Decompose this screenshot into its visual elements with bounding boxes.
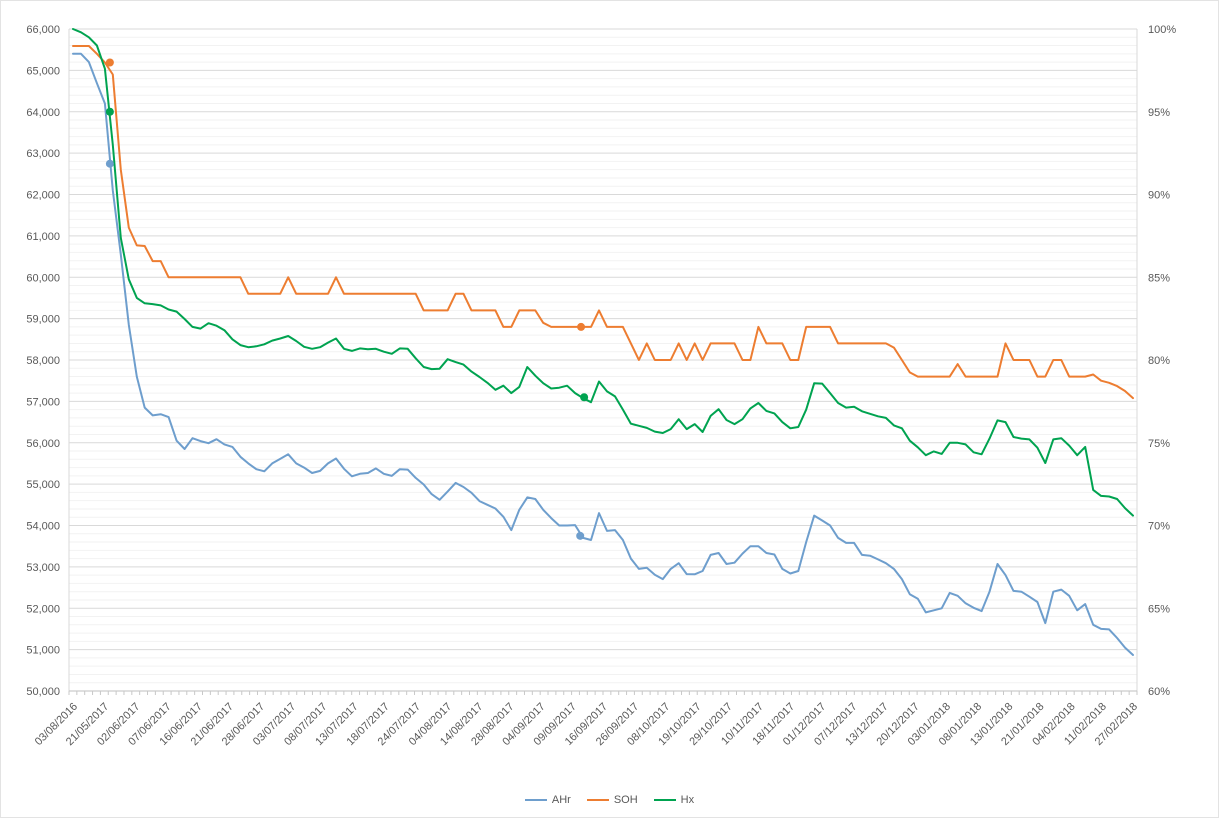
legend-label-soh: SOH — [613, 794, 638, 806]
series-line-soh[interactable] — [72, 45, 1134, 400]
svg-text:85%: 85% — [1148, 272, 1170, 284]
legend-item-hx[interactable]: Hx — [653, 794, 695, 806]
svg-text:58,000: 58,000 — [26, 355, 60, 367]
x-axis-labels: 03/08/201621/05/201702/06/201707/06/2017… — [33, 701, 1140, 748]
svg-text:51,000: 51,000 — [26, 645, 60, 657]
svg-text:60,000: 60,000 — [26, 272, 60, 284]
legend-item-soh[interactable]: SOH — [586, 794, 638, 806]
svg-text:59,000: 59,000 — [26, 314, 60, 326]
series-line-hx[interactable] — [72, 28, 1134, 517]
right-axis-labels: 100% 95% 90% 85% 80% 75% 70% 65% 60% — [1148, 24, 1176, 698]
marker-hx[interactable] — [580, 393, 589, 402]
svg-text:52,000: 52,000 — [26, 603, 60, 615]
marker-soh[interactable] — [105, 58, 114, 67]
svg-text:65%: 65% — [1148, 603, 1170, 615]
legend-label-ahr: AHr — [551, 794, 571, 806]
svg-text:50,000: 50,000 — [26, 686, 60, 698]
svg-text:64,000: 64,000 — [26, 107, 60, 119]
series-line-ahr[interactable] — [72, 52, 1134, 656]
left-axis-labels: 66,000 65,000 64,000 63,000 62,000 61,000 60,0… — [26, 24, 60, 698]
legend-label-hx: Hx — [680, 794, 695, 806]
svg-text:66,000: 66,000 — [26, 24, 60, 36]
svg-text:60%: 60% — [1148, 686, 1170, 698]
marker-soh[interactable] — [577, 322, 586, 331]
legend: AHr SOH Hx — [1, 794, 1218, 806]
svg-text:90%: 90% — [1148, 190, 1170, 202]
legend-item-ahr[interactable]: AHr — [524, 794, 571, 806]
svg-text:75%: 75% — [1148, 438, 1170, 450]
svg-text:57,000: 57,000 — [26, 396, 60, 408]
svg-text:70%: 70% — [1148, 521, 1170, 533]
svg-text:53,000: 53,000 — [26, 562, 60, 574]
marker-ahr[interactable] — [576, 531, 585, 540]
ahr-line-swatch — [524, 799, 547, 801]
svg-text:80%: 80% — [1148, 355, 1170, 367]
svg-text:65,000: 65,000 — [26, 65, 60, 77]
svg-text:56,000: 56,000 — [26, 438, 60, 450]
minor-gridlines — [69, 36, 1137, 684]
hx-line-swatch — [653, 799, 676, 801]
svg-text:54,000: 54,000 — [26, 521, 60, 533]
svg-text:100%: 100% — [1148, 24, 1176, 36]
svg-text:62,000: 62,000 — [26, 190, 60, 202]
major-gridlines — [69, 28, 1137, 651]
marker-ahr[interactable] — [105, 159, 114, 168]
svg-text:61,000: 61,000 — [26, 231, 60, 243]
data-point-markers[interactable] — [105, 58, 589, 540]
svg-text:95%: 95% — [1148, 107, 1170, 119]
soh-line-swatch — [586, 799, 609, 801]
svg-text:63,000: 63,000 — [26, 148, 60, 160]
svg-text:55,000: 55,000 — [26, 479, 60, 491]
x-axis-ticks — [68, 691, 1138, 695]
marker-hx[interactable] — [105, 107, 114, 116]
